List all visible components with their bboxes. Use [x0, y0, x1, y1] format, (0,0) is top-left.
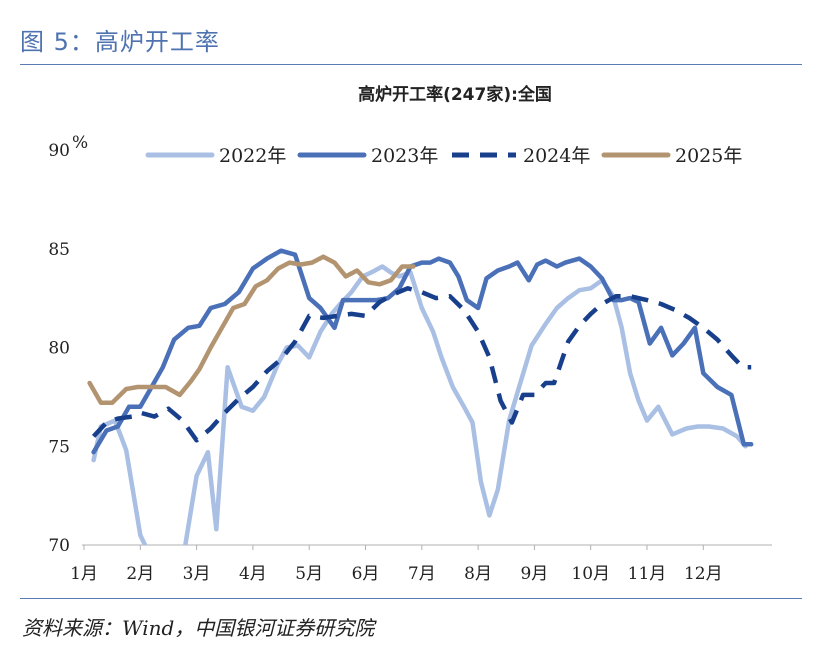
x-tick-label: 12月	[684, 564, 723, 584]
y-tick-label: 80	[48, 339, 70, 359]
x-tick-label: 1月	[70, 564, 98, 584]
legend-label-2024: 2024年	[523, 145, 590, 167]
legend-label-2025: 2025年	[675, 145, 742, 167]
series-line-2024年	[91, 286, 752, 443]
line-chart: 高炉开工率(247家):全国 2022年 2023年 2024年 2025年 9…	[48, 84, 772, 584]
y-tick-label: 85	[48, 240, 70, 260]
x-tick-label: 8月	[464, 564, 492, 584]
legend-label-2023: 2023年	[371, 145, 438, 167]
series-line-2023年	[91, 248, 754, 455]
series-line-2025年	[87, 254, 416, 406]
top-divider	[20, 64, 802, 65]
plot-series	[87, 248, 754, 545]
y-axis: 90 85 80 75 70%	[48, 133, 88, 556]
legend-label-2022: 2022年	[219, 145, 286, 167]
x-tick-label: 6月	[352, 564, 380, 584]
y-tick-label: 75	[48, 437, 70, 457]
x-tick-label: 2月	[126, 564, 154, 584]
bottom-divider	[20, 598, 802, 599]
x-tick-label: 5月	[295, 564, 323, 584]
x-tick-label: 7月	[408, 564, 436, 584]
figure-title: 图 5：高炉开工率	[20, 28, 220, 56]
y-tick-label: 70	[48, 536, 70, 556]
x-tick-label: 11月	[628, 564, 667, 584]
x-tick-label: 9月	[520, 564, 548, 584]
x-tick-label: 4月	[239, 564, 267, 584]
legend: 2022年 2023年 2024年 2025年	[145, 145, 742, 167]
x-axis: 1月 2月 3月 4月 5月 6月 7月 8月 9月 10月 11月 12月	[70, 545, 723, 584]
x-tick-label: 10月	[571, 564, 610, 584]
chart-title: 高炉开工率(247家):全国	[358, 84, 552, 105]
source-note: 资料来源：Wind，中国银河证券研究院	[22, 616, 375, 640]
x-tick-label: 3月	[183, 564, 211, 584]
y-tick-label: 90	[48, 141, 70, 161]
y-unit-label: %	[72, 133, 88, 153]
series-line-2022年	[91, 264, 748, 545]
